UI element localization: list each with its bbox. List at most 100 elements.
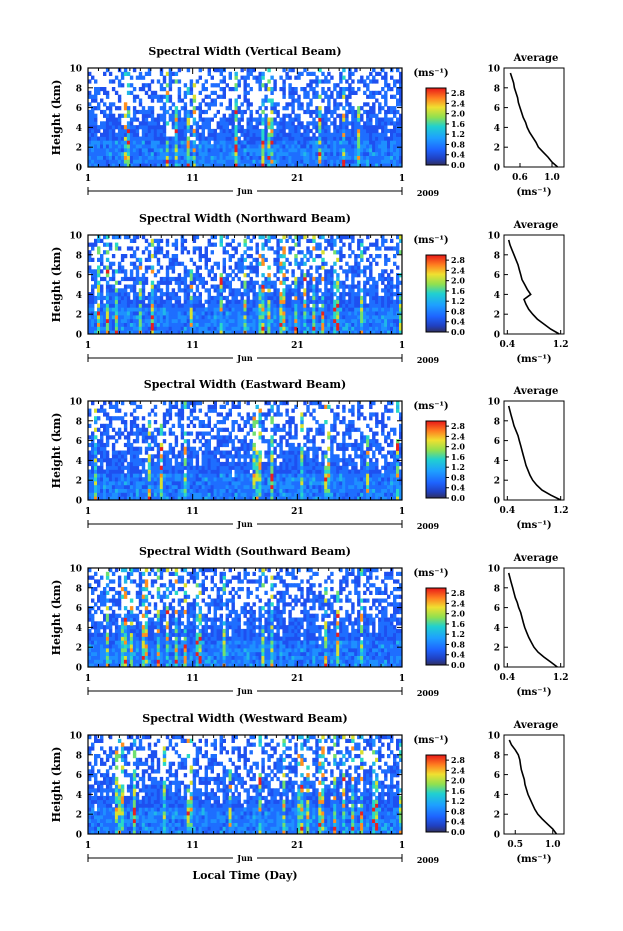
heatmap-cell [183, 326, 188, 331]
heatmap-cell [285, 159, 289, 164]
heatmap-cell [88, 250, 92, 255]
heatmap-cell [237, 488, 241, 493]
heatmap-cell [219, 461, 223, 467]
year-label: 2009 [417, 188, 440, 198]
heatmap-cell [204, 246, 208, 251]
heatmap-cell [324, 273, 328, 278]
heatmap-cell [267, 299, 271, 304]
heatmap-cell [225, 481, 229, 486]
heatmap-cell [91, 269, 95, 274]
heatmap-cell [312, 163, 316, 168]
heatmap-cell [153, 128, 158, 134]
heatmap-cell [309, 307, 313, 312]
heatmap-cell [141, 117, 146, 122]
heatmap-cell [129, 159, 134, 164]
heatmap-cell [132, 454, 137, 459]
heatmap-cell [159, 427, 164, 432]
heatmap-cell [105, 473, 110, 478]
heatmap-cell [276, 257, 280, 262]
heatmap-cell [324, 322, 328, 327]
heatmap-cell [330, 330, 334, 335]
heatmap-cell [309, 295, 313, 301]
heatmap-cell [303, 261, 307, 266]
heatmap-cell [192, 148, 197, 153]
heatmap-cell [135, 416, 140, 421]
heatmap-cell [94, 94, 98, 99]
heatmap-cell [384, 303, 388, 308]
heatmap-cell [315, 330, 319, 335]
heatmap-cell [333, 315, 337, 320]
heatmap-cell [294, 136, 298, 141]
heatmap-cell [123, 330, 128, 335]
heatmap-cell [195, 265, 200, 270]
heatmap-cell [258, 121, 262, 126]
heatmap-cell [132, 94, 137, 99]
heatmap-cell [219, 492, 223, 497]
heatmap-cell [91, 155, 95, 160]
heatmap-cell [348, 148, 352, 153]
heatmap-cell [324, 125, 328, 130]
heatmap-cell [339, 87, 343, 92]
heatmap-cell [183, 83, 188, 88]
heatmap-cell [168, 416, 173, 421]
heatmap-cell [108, 295, 113, 301]
heatmap-cell [330, 318, 334, 323]
heatmap-cell [204, 318, 208, 323]
heatmap-cell [165, 269, 170, 274]
heatmap-cell [381, 68, 385, 73]
heatmap-cell [339, 311, 343, 316]
heatmap-cell [330, 284, 334, 289]
heatmap-cell [288, 295, 292, 301]
heatmap-cell [120, 431, 125, 436]
heatmap-cell [327, 132, 331, 137]
heatmap-cell [91, 117, 95, 122]
heatmap-cell [94, 106, 98, 111]
heatmap-cell [195, 125, 200, 130]
heatmap-cell [303, 159, 307, 164]
heatmap-cell [129, 461, 134, 467]
heatmap-cell [180, 492, 185, 497]
profile-xlabel: (ms⁻¹) [516, 354, 551, 365]
heatmap-cell [207, 307, 211, 312]
heatmap-cell [381, 151, 385, 156]
heatmap-cell [318, 148, 322, 153]
heatmap-cell [291, 273, 295, 278]
heatmap-cell [123, 423, 128, 428]
heatmap-cell [228, 128, 232, 134]
heatmap-cell [156, 446, 161, 451]
heatmap-cell [231, 269, 235, 274]
heatmap-cell [147, 242, 152, 247]
heatmap-cell [324, 79, 328, 84]
heatmap-cell [123, 68, 128, 73]
heatmap-cell [267, 121, 271, 126]
heatmap-cell [252, 288, 256, 293]
heatmap-cell [291, 125, 295, 130]
heatmap-cell [91, 284, 95, 289]
heatmap-cell [372, 276, 376, 282]
heatmap-cell [210, 155, 214, 160]
heatmap-cell [255, 280, 259, 285]
heatmap-cell [201, 83, 205, 88]
heatmap-cell [291, 322, 295, 327]
heatmap-cell [150, 322, 155, 327]
heatmap-cell [231, 295, 235, 301]
heatmap-cell [237, 469, 241, 474]
heatmap-cell [108, 113, 113, 118]
heatmap-cell [162, 163, 167, 168]
heatmap-cell [177, 261, 182, 266]
heatmap-cell [399, 238, 403, 243]
heatmap-cell [117, 269, 122, 274]
heatmap-cell [144, 322, 149, 327]
heatmap-cell [291, 303, 295, 308]
heatmap-cell [156, 242, 161, 247]
heatmap-cell [399, 94, 403, 99]
heatmap-cell [351, 315, 355, 320]
heatmap-cell [129, 311, 134, 316]
heatmap-cell [249, 144, 253, 149]
heatmap-cell [177, 465, 182, 470]
heatmap-cell [255, 117, 259, 122]
heatmap-cell [144, 83, 149, 88]
heatmap-cell [126, 322, 131, 327]
heatmap-cell [330, 140, 334, 145]
heatmap-cell [372, 292, 376, 297]
